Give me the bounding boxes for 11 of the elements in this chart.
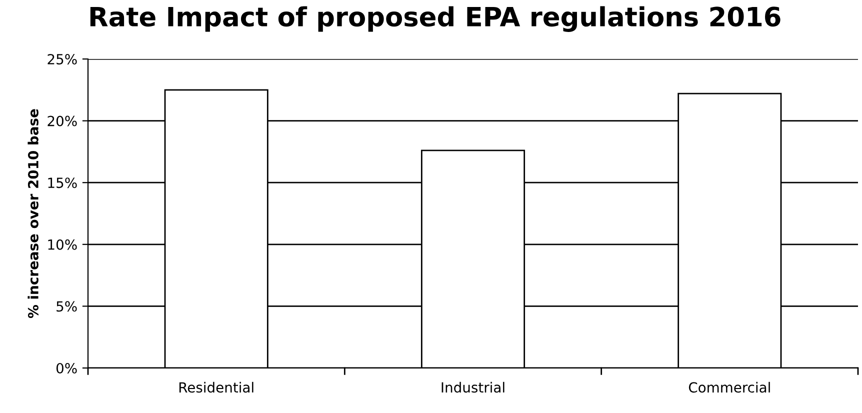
y-tick-label: 15% (48, 178, 77, 188)
x-tick-label: Residential (179, 382, 254, 393)
y-tick-label: 5% (56, 301, 77, 312)
y-tick-label: 0% (56, 362, 77, 374)
y-tick-label: 20% (48, 116, 77, 126)
x-tick-label: Industrial (442, 382, 504, 393)
chart-title: Rate Impact of proposed EPA regulations 2016 (90, 6, 780, 32)
x-tick-label: Commercial (688, 382, 770, 393)
y-tick-label: 10% (48, 239, 77, 250)
y-axis-title: % increase over 2010 base (28, 109, 38, 318)
y-tick-label: 25% (48, 54, 77, 64)
